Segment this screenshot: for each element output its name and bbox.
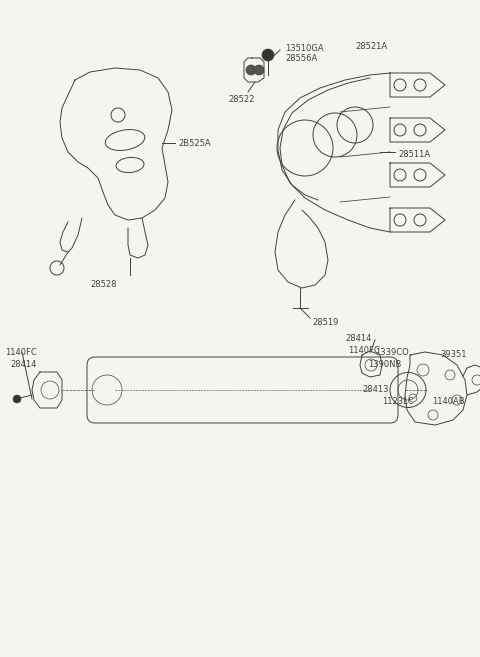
Text: 1140FC: 1140FC xyxy=(5,348,37,357)
Text: 1140FC: 1140FC xyxy=(348,346,380,355)
Text: 28414: 28414 xyxy=(10,360,36,369)
Circle shape xyxy=(13,395,21,403)
Circle shape xyxy=(254,65,264,75)
Text: 28519: 28519 xyxy=(312,318,338,327)
Text: 1123LC: 1123LC xyxy=(382,397,414,406)
Text: 28413: 28413 xyxy=(362,385,388,394)
Text: 28521A: 28521A xyxy=(355,42,387,51)
Text: 1140AB: 1140AB xyxy=(432,397,465,406)
Text: 28522: 28522 xyxy=(228,95,254,104)
Text: 28556A: 28556A xyxy=(285,54,317,63)
Text: 39351: 39351 xyxy=(440,350,467,359)
Text: 1339CO: 1339CO xyxy=(375,348,409,357)
Text: 2B525A: 2B525A xyxy=(178,139,211,148)
Text: 1390NB: 1390NB xyxy=(368,360,401,369)
Circle shape xyxy=(262,49,274,61)
Text: 28511A: 28511A xyxy=(398,150,430,159)
Text: 28414: 28414 xyxy=(345,334,372,343)
Text: 28528: 28528 xyxy=(90,280,117,289)
Text: 13510GA: 13510GA xyxy=(285,44,324,53)
Circle shape xyxy=(246,65,256,75)
